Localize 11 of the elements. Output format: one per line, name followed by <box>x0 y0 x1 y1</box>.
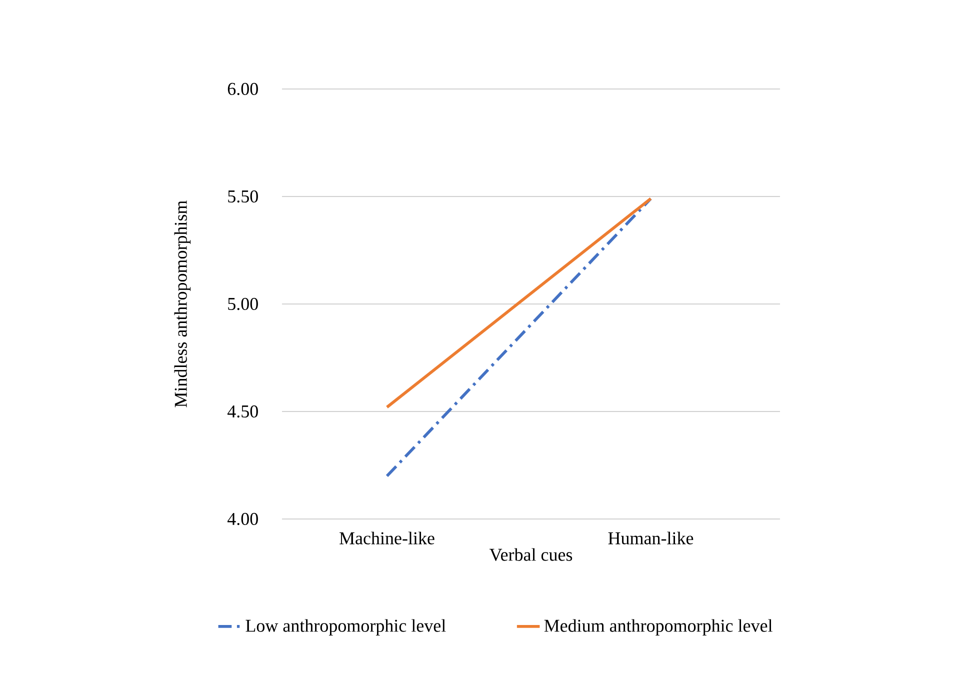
y-tick-label: 5.50 <box>228 190 258 203</box>
legend-label: Low anthropomorphic level <box>246 619 446 636</box>
legend-label: Medium anthropomorphic level <box>544 619 772 636</box>
y-tick-label: 4.50 <box>227 405 258 418</box>
x-tick-label: Human-like <box>608 532 694 544</box>
y-tick-label: 6.00 <box>228 82 258 96</box>
y-tick-label: 5.00 <box>228 298 258 310</box>
y-axis-title: Mindless anthropomorphism <box>174 200 191 408</box>
y-tick-label: 4.00 <box>227 512 258 526</box>
x-tick-label: Machine-like <box>340 532 434 544</box>
x-axis-title: Verbal cues <box>489 548 572 561</box>
